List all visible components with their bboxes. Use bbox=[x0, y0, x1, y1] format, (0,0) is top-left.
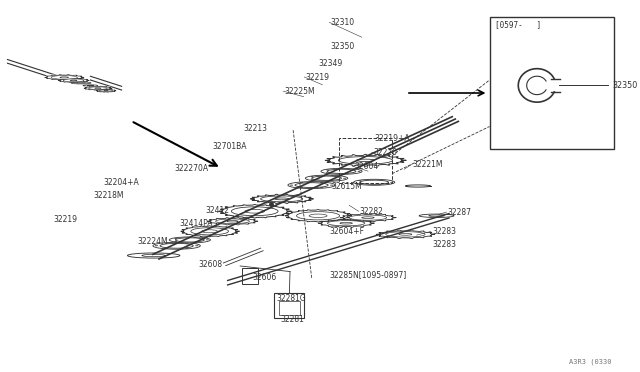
Polygon shape bbox=[96, 89, 116, 92]
Ellipse shape bbox=[63, 79, 84, 82]
Ellipse shape bbox=[349, 215, 387, 220]
Ellipse shape bbox=[429, 215, 444, 217]
Text: 32283: 32283 bbox=[432, 240, 456, 249]
Ellipse shape bbox=[320, 187, 323, 188]
Ellipse shape bbox=[60, 77, 68, 78]
Text: 32310: 32310 bbox=[330, 18, 355, 27]
Text: 32204+A: 32204+A bbox=[103, 178, 139, 187]
Ellipse shape bbox=[354, 179, 395, 185]
Polygon shape bbox=[45, 74, 84, 80]
Ellipse shape bbox=[104, 90, 108, 91]
Text: 32219: 32219 bbox=[53, 215, 77, 224]
Bar bbox=[242, 268, 257, 284]
Text: 32281G: 32281G bbox=[276, 294, 306, 303]
Ellipse shape bbox=[386, 232, 425, 237]
Text: 32412: 32412 bbox=[206, 206, 230, 215]
Polygon shape bbox=[84, 86, 112, 90]
Ellipse shape bbox=[216, 219, 250, 224]
Ellipse shape bbox=[360, 180, 388, 185]
Ellipse shape bbox=[295, 183, 328, 187]
Text: 32349: 32349 bbox=[318, 59, 342, 68]
Ellipse shape bbox=[300, 182, 303, 183]
Ellipse shape bbox=[71, 82, 91, 84]
Polygon shape bbox=[340, 214, 396, 222]
Ellipse shape bbox=[88, 87, 108, 89]
Ellipse shape bbox=[95, 88, 101, 89]
Text: 32283: 32283 bbox=[432, 227, 456, 236]
Bar bbox=[275, 293, 305, 318]
Text: 32350: 32350 bbox=[612, 81, 637, 90]
Ellipse shape bbox=[340, 222, 353, 224]
Ellipse shape bbox=[399, 234, 412, 235]
Ellipse shape bbox=[321, 169, 362, 174]
Polygon shape bbox=[207, 218, 257, 225]
Text: 32608: 32608 bbox=[198, 260, 223, 269]
Ellipse shape bbox=[245, 209, 264, 213]
Ellipse shape bbox=[328, 221, 365, 226]
Ellipse shape bbox=[153, 242, 200, 249]
Polygon shape bbox=[219, 205, 291, 218]
Ellipse shape bbox=[260, 196, 303, 202]
Ellipse shape bbox=[305, 175, 348, 181]
Ellipse shape bbox=[127, 253, 180, 258]
Text: 32285N[1095-0897]: 32285N[1095-0897] bbox=[330, 270, 406, 279]
Bar bbox=[490, 17, 614, 149]
Ellipse shape bbox=[231, 207, 278, 216]
Text: 32221M: 32221M bbox=[413, 160, 444, 169]
Ellipse shape bbox=[202, 230, 218, 233]
Ellipse shape bbox=[160, 243, 193, 248]
Polygon shape bbox=[318, 219, 374, 227]
Ellipse shape bbox=[419, 214, 454, 218]
Ellipse shape bbox=[191, 228, 228, 235]
Polygon shape bbox=[58, 78, 89, 83]
Text: 32213: 32213 bbox=[243, 124, 268, 133]
Text: 322270A: 322270A bbox=[175, 164, 209, 173]
Ellipse shape bbox=[327, 169, 356, 173]
Text: 32219: 32219 bbox=[306, 73, 330, 81]
Text: 32604: 32604 bbox=[355, 162, 378, 171]
Text: 32606: 32606 bbox=[253, 273, 277, 282]
Text: 32225M: 32225M bbox=[284, 87, 315, 96]
Ellipse shape bbox=[99, 90, 113, 92]
Text: 32282: 32282 bbox=[360, 207, 384, 216]
Ellipse shape bbox=[87, 85, 94, 86]
Bar bbox=[279, 301, 300, 315]
Ellipse shape bbox=[362, 217, 374, 218]
Ellipse shape bbox=[275, 198, 289, 200]
Ellipse shape bbox=[312, 176, 341, 180]
Ellipse shape bbox=[169, 237, 211, 243]
Ellipse shape bbox=[339, 157, 392, 164]
Text: [0597-   ]: [0597- ] bbox=[495, 20, 541, 29]
Ellipse shape bbox=[356, 159, 374, 161]
Polygon shape bbox=[376, 230, 435, 238]
Ellipse shape bbox=[309, 214, 327, 218]
Text: 32220: 32220 bbox=[373, 148, 397, 157]
Text: 32701BA: 32701BA bbox=[212, 142, 246, 151]
Text: 32224M: 32224M bbox=[137, 237, 168, 246]
Ellipse shape bbox=[296, 212, 340, 220]
Ellipse shape bbox=[288, 182, 335, 189]
Text: A3R3 (0330: A3R3 (0330 bbox=[569, 358, 611, 365]
Polygon shape bbox=[285, 209, 351, 222]
Text: 32287: 32287 bbox=[448, 208, 472, 217]
Text: 32604+F: 32604+F bbox=[330, 227, 364, 236]
Ellipse shape bbox=[175, 238, 204, 242]
Ellipse shape bbox=[83, 85, 98, 86]
Ellipse shape bbox=[70, 80, 77, 81]
Bar bbox=[339, 138, 392, 183]
Text: 32219+A: 32219+A bbox=[374, 134, 410, 143]
Text: 32414PA: 32414PA bbox=[180, 219, 213, 228]
Polygon shape bbox=[181, 226, 239, 237]
Text: 32281: 32281 bbox=[280, 315, 304, 324]
Polygon shape bbox=[325, 154, 406, 166]
Ellipse shape bbox=[300, 187, 303, 188]
Text: 32218M: 32218M bbox=[93, 191, 124, 200]
Ellipse shape bbox=[142, 254, 166, 257]
Ellipse shape bbox=[320, 182, 323, 183]
Text: 32350: 32350 bbox=[330, 42, 355, 51]
Ellipse shape bbox=[227, 221, 238, 222]
Text: 32615M: 32615M bbox=[332, 182, 362, 191]
Polygon shape bbox=[250, 194, 313, 203]
Ellipse shape bbox=[51, 76, 77, 79]
